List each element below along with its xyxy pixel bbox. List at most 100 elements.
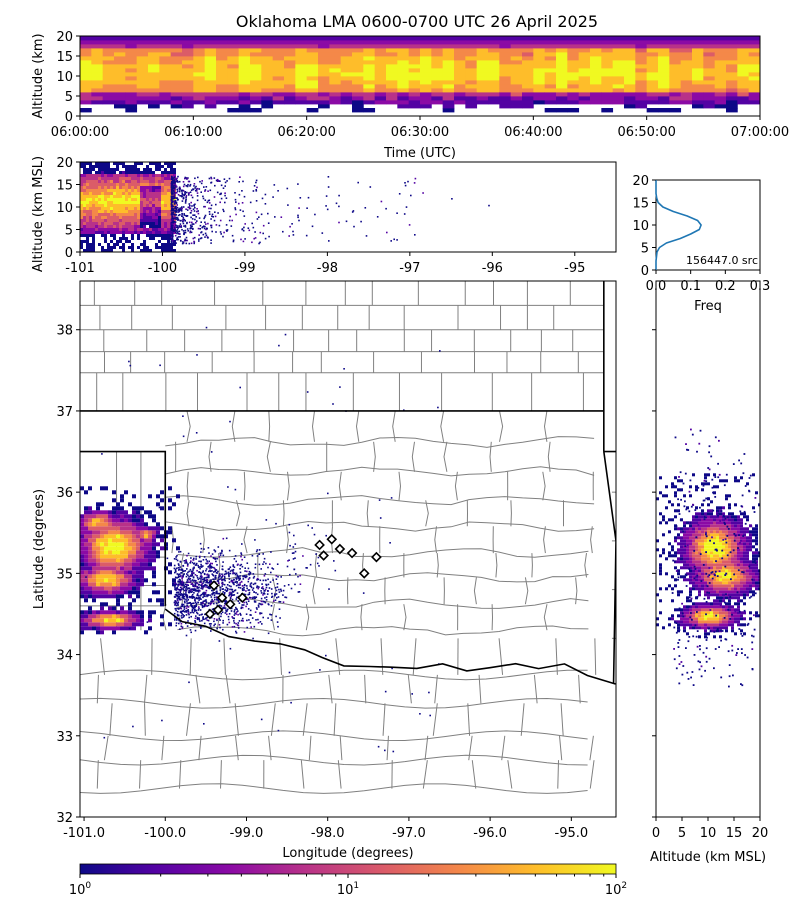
- plan-source: [389, 542, 391, 544]
- histogram-ytick: 5: [641, 242, 649, 257]
- plan-source: [194, 598, 196, 600]
- altitude-time-cell: [590, 76, 602, 81]
- altitude-longitude-cell: [146, 174, 149, 177]
- plan-source: [244, 575, 246, 577]
- altitude-longitude-cell: [80, 174, 83, 177]
- altitude-time-cell: [442, 36, 455, 41]
- county-line: [231, 410, 236, 442]
- altitude-longitude-cell: [122, 189, 125, 192]
- county-line: [337, 760, 342, 789]
- altitude-longitude-cell: [152, 186, 155, 189]
- altitude-time-cell: [510, 84, 523, 89]
- plan-source: [179, 561, 182, 563]
- altitude-longitude-source: [181, 242, 184, 245]
- altitude-longitude-cell: [137, 246, 140, 249]
- altitude-longitude-source: [200, 237, 203, 239]
- altitude-longitude-cell: [116, 216, 119, 219]
- altitude-longitude-cell: [128, 171, 131, 174]
- altitude-time-cell: [193, 72, 206, 77]
- plan-density-cell: [120, 606, 124, 611]
- altitude-longitude-cell: [164, 222, 167, 225]
- altitude-longitude-cell: [110, 180, 113, 183]
- plan-source: [193, 566, 195, 569]
- altitude-time-cell: [284, 36, 296, 41]
- altitude-longitude-source: [216, 191, 219, 194]
- plan-source: [233, 614, 236, 616]
- altitude-longitude-source: [182, 181, 185, 183]
- plan-source: [206, 605, 209, 607]
- plan-source: [240, 581, 243, 583]
- plan-density-cell: [112, 566, 116, 571]
- plan-density-cell: [124, 554, 128, 559]
- plan-source: [179, 593, 181, 596]
- altitude-time-cell: [386, 68, 398, 73]
- plan-source: [158, 506, 161, 509]
- altitude-longitude-cell: [98, 228, 101, 231]
- plan-source: [224, 577, 226, 579]
- plan-source: [274, 587, 277, 589]
- altitude-longitude-cell: [110, 168, 113, 171]
- altitude-longitude-source: [280, 216, 283, 218]
- plan-source: [210, 555, 212, 557]
- altitude-longitude-source: [191, 205, 193, 207]
- altitude-time-cell: [612, 52, 625, 57]
- plan-source: [222, 537, 225, 540]
- altitude-longitude-cell: [110, 183, 113, 186]
- altitude-longitude-source: [255, 189, 257, 191]
- altitude-time-cell: [590, 96, 602, 101]
- altitude-longitude-source: [180, 225, 182, 227]
- altitude-longitude-cell: [101, 183, 104, 186]
- altitude-longitude-cell: [122, 225, 125, 228]
- plan-source: [217, 546, 220, 548]
- plan-density-cell: [104, 570, 108, 575]
- plan-density-cell: [136, 518, 140, 523]
- plan-source: [254, 582, 256, 585]
- altitude-longitude-cell: [134, 228, 137, 231]
- county-line: [339, 735, 343, 761]
- altitude-longitude-source: [191, 196, 194, 199]
- plan-density-cell: [88, 618, 92, 623]
- plan-source: [194, 608, 196, 611]
- altitude-time-cell: [431, 72, 444, 77]
- altitude-longitude-source: [226, 229, 229, 231]
- altitude-longitude-cell: [128, 246, 131, 249]
- altitude-longitude-source: [176, 177, 178, 180]
- altitude-time-cell: [340, 52, 353, 57]
- plan-source: [280, 590, 283, 592]
- texas-panhandle-border: [80, 450, 167, 606]
- altitude-longitude-cell: [80, 204, 83, 207]
- altitude-longitude-source: [190, 194, 193, 197]
- altitude-time-cell: [114, 88, 126, 93]
- plan-density-cell: [88, 622, 92, 627]
- plan-source: [248, 593, 251, 596]
- altitude-time-cell: [80, 92, 92, 97]
- plan-density-cell: [140, 550, 144, 555]
- plan-source: [212, 578, 214, 580]
- altitude-longitude-source: [190, 216, 192, 219]
- altitude-longitude-cell: [146, 165, 149, 168]
- lma-station-marker: [334, 543, 346, 555]
- plan-source: [198, 614, 201, 616]
- altitude-longitude-source: [238, 181, 240, 183]
- altitude-longitude-cell: [80, 189, 83, 192]
- altitude-longitude-source: [212, 216, 214, 218]
- altitude-time-cell: [601, 84, 614, 89]
- altitude-longitude-source: [171, 233, 174, 236]
- plan-source: [185, 592, 187, 594]
- plan-source: [183, 615, 185, 617]
- plan-source: [220, 578, 222, 580]
- altitude-longitude-source: [488, 204, 490, 207]
- altitude-longitude-source: [171, 195, 174, 197]
- altitude-longitude-cell: [119, 204, 122, 207]
- altitude-longitude-source: [187, 194, 190, 196]
- plan-source: [181, 626, 184, 628]
- altitude-time-cell: [352, 88, 364, 93]
- latitude-altitude-cell: [713, 626, 716, 630]
- plan-density-cell: [172, 578, 176, 583]
- altitude-longitude-source: [422, 192, 424, 194]
- altitude-longitude-source: [170, 234, 173, 237]
- altitude-longitude-cell: [119, 219, 122, 222]
- altitude-time-cell: [488, 56, 500, 61]
- plan-density-cell: [140, 526, 144, 531]
- altitude-time-cell: [363, 52, 376, 57]
